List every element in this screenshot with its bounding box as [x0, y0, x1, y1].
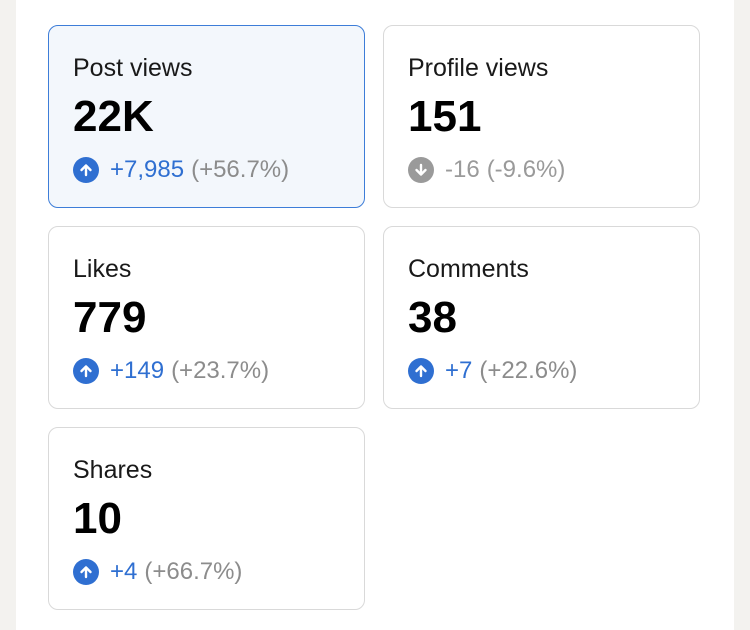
stat-delta: -16: [445, 156, 480, 183]
stat-value: 22K: [73, 92, 154, 141]
arrow-up-icon: [408, 358, 434, 384]
stat-change: +149 (+23.7%): [73, 356, 269, 386]
arrow-up-icon: [73, 559, 99, 585]
stat-value: 38: [408, 293, 457, 342]
stat-label: Likes: [73, 255, 132, 283]
stat-percent: (+56.7%): [191, 156, 290, 183]
stat-percent: (+66.7%): [144, 558, 243, 585]
stat-percent: (-9.6%): [486, 156, 566, 183]
stat-card-post-views[interactable]: Post views 22K +7,985 (+56.7%): [48, 25, 365, 208]
stat-value: 10: [73, 494, 122, 543]
stat-delta: +149: [110, 357, 165, 384]
stat-value: 151: [408, 92, 482, 141]
stat-card-likes[interactable]: Likes 779 +149 (+23.7%): [48, 226, 365, 409]
analytics-panel: Post views 22K +7,985 (+56.7%) Profile v…: [16, 0, 734, 630]
stat-change: +4 (+66.7%): [73, 557, 242, 587]
stat-card-comments[interactable]: Comments 38 +7 (+22.6%): [383, 226, 700, 409]
stat-delta: +7: [445, 357, 473, 384]
stat-label: Profile views: [408, 54, 549, 82]
stat-percent: (+22.6%): [479, 357, 578, 384]
stat-delta: +7,985: [110, 156, 185, 183]
stat-label: Shares: [73, 456, 153, 484]
stat-card-shares[interactable]: Shares 10 +4 (+66.7%): [48, 427, 365, 610]
arrow-up-icon: [73, 157, 99, 183]
stat-card-profile-views[interactable]: Profile views 151 -16 (-9.6%): [383, 25, 700, 208]
arrow-down-icon: [408, 157, 434, 183]
stat-percent: (+23.7%): [171, 357, 270, 384]
arrow-up-icon: [73, 358, 99, 384]
stat-change: +7,985 (+56.7%): [73, 155, 289, 185]
stat-value: 779: [73, 293, 147, 342]
stat-label: Comments: [408, 255, 529, 283]
stat-delta: +4: [110, 558, 138, 585]
stat-change: +7 (+22.6%): [408, 356, 577, 386]
stat-change: -16 (-9.6%): [408, 155, 565, 185]
stat-label: Post views: [73, 54, 193, 82]
